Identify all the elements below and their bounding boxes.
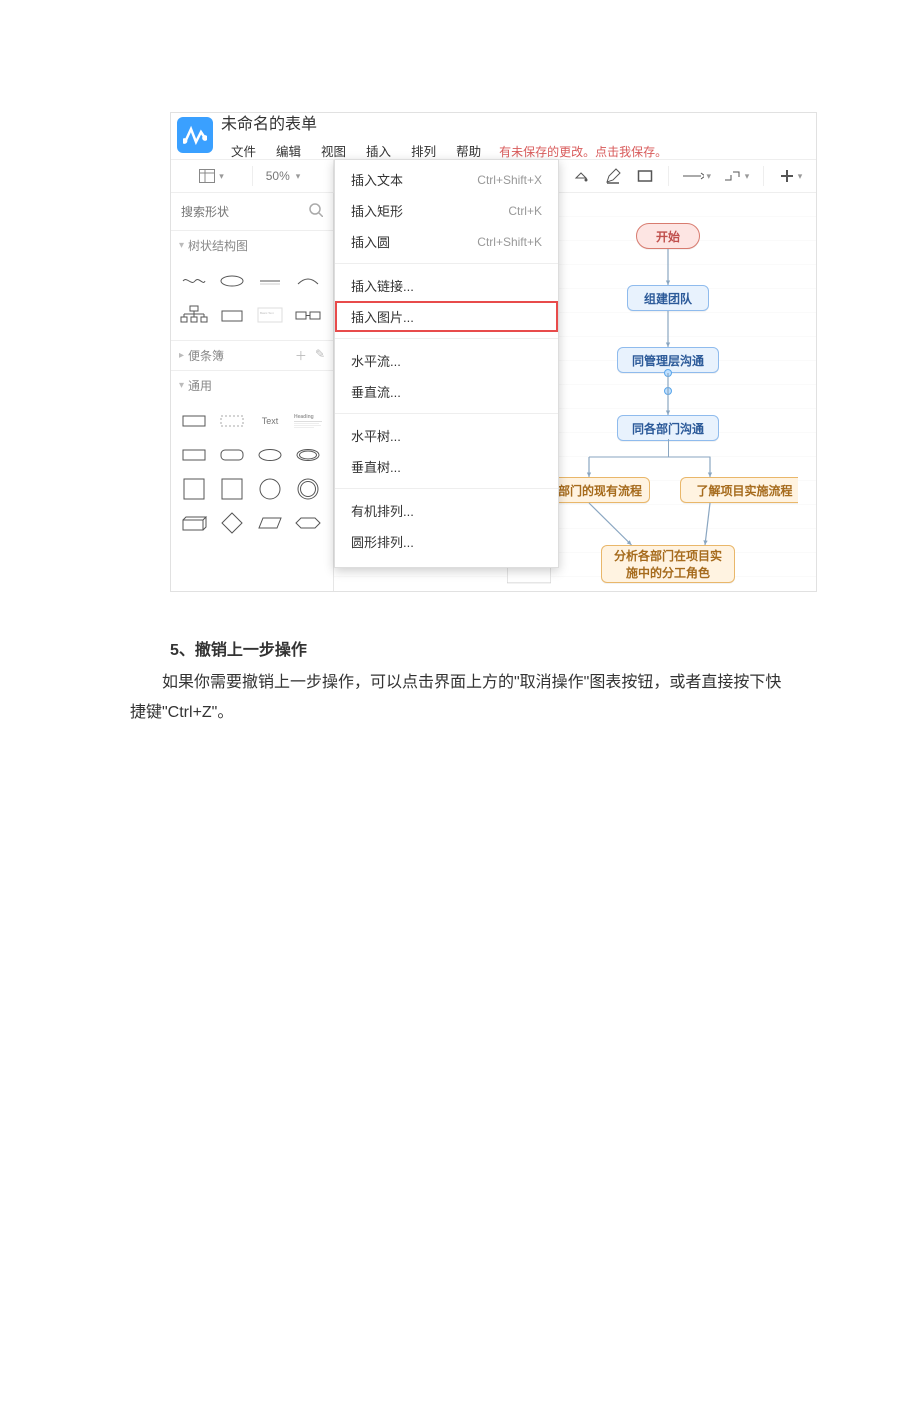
section-notepad-title: 便条簿 <box>188 347 224 364</box>
add-icon[interactable]: ▾ <box>776 165 806 187</box>
doc-heading: 5、撤销上一步操作 <box>170 636 790 660</box>
dd-item-label: 水平树... <box>351 426 401 445</box>
arrow-icon[interactable]: ▾ <box>681 165 711 187</box>
shape-text-label[interactable]: Text <box>251 404 289 438</box>
shape-parallel[interactable] <box>251 506 289 540</box>
dd-item-label: 插入文本 <box>351 170 403 189</box>
fill-icon[interactable] <box>570 165 592 187</box>
shape-rect2[interactable] <box>175 438 213 472</box>
flow-arrow <box>699 497 716 551</box>
shape-dash-rect[interactable] <box>213 404 251 438</box>
dd-item[interactable]: 插入圆 Ctrl+Shift+K <box>335 226 558 257</box>
shape-square2[interactable] <box>213 472 251 506</box>
app-logo <box>177 117 213 153</box>
section-tree-title: 树状结构图 <box>188 237 248 254</box>
section-general-title: 通用 <box>188 377 212 394</box>
flow-arrow <box>662 305 674 353</box>
pencil-icon[interactable]: ✎ <box>315 347 325 364</box>
search-icon <box>309 203 323 222</box>
section-notepad-header[interactable]: ▸便条簿 ＋✎ <box>171 341 333 370</box>
shape-search <box>171 193 333 231</box>
insert-dropdown: 插入文本 Ctrl+Shift+X 插入矩形 Ctrl+K 插入圆 Ctrl+Shift+… <box>334 159 559 568</box>
shape-oval[interactable] <box>213 264 251 298</box>
app-title[interactable]: 未命名的表单 <box>221 115 675 135</box>
dd-item-label: 水平流... <box>351 351 401 370</box>
flow-arrow <box>583 497 638 551</box>
dd-item[interactable]: 插入链接... <box>335 270 558 301</box>
dd-item[interactable]: 水平树... <box>335 420 558 451</box>
section-notepad: ▸便条簿 ＋✎ <box>171 341 333 371</box>
shape-text-box[interactable]: Basic Text <box>251 298 289 332</box>
zoom-value: 50% <box>266 169 290 183</box>
dd-item-label: 插入矩形 <box>351 201 403 220</box>
shape-square[interactable] <box>175 472 213 506</box>
shape-org[interactable] <box>175 298 213 332</box>
dd-item[interactable]: 有机排列... <box>335 495 558 526</box>
section-general-header[interactable]: ▾通用 <box>171 371 333 400</box>
flow-node-learn_proj[interactable]: 了解项目实施流程 <box>680 477 798 503</box>
dd-item-label: 圆形排列... <box>351 532 414 551</box>
zoom-control[interactable]: 50%▾ <box>253 160 313 192</box>
main-panel: ▾树状结构图 Basic Text ▸便条簿 ＋✎ <box>171 193 816 591</box>
shape-curve[interactable] <box>175 264 213 298</box>
dd-item-shortcut: Ctrl+Shift+K <box>477 235 542 249</box>
shape-diamond[interactable] <box>213 506 251 540</box>
shape-arc[interactable] <box>289 264 327 298</box>
flow-arrow <box>662 243 674 291</box>
dd-item-label: 有机排列... <box>351 501 414 520</box>
flip-icon[interactable]: ▾ <box>721 165 751 187</box>
shape-line-shadow[interactable] <box>251 264 289 298</box>
shape-ellipse-double[interactable] <box>289 438 327 472</box>
shape-circle[interactable] <box>251 472 289 506</box>
shape-pair[interactable] <box>289 298 327 332</box>
shape-circle-double[interactable] <box>289 472 327 506</box>
dd-item[interactable]: 垂直流... <box>335 376 558 407</box>
rect-icon[interactable] <box>634 165 656 187</box>
grid-layout-button[interactable]: ▾ <box>171 160 252 192</box>
dd-item-label: 垂直树... <box>351 457 401 476</box>
dd-item[interactable]: 水平流... <box>335 345 558 376</box>
dd-item[interactable]: 垂直树... <box>335 451 558 482</box>
diagram-app: 未命名的表单 文件 编辑 视图 插入 排列 帮助 有未保存的更改。点击我保存。 … <box>170 112 817 592</box>
section-general: ▾通用 Text Heading <box>171 371 333 548</box>
shape-heading[interactable]: Heading <box>289 404 327 438</box>
dd-item[interactable]: 插入矩形 Ctrl+K <box>335 195 558 226</box>
dd-item-label: 插入链接... <box>351 276 414 295</box>
section-tree: ▾树状结构图 Basic Text <box>171 231 333 341</box>
dd-item-label: 插入圆 <box>351 232 390 251</box>
shapes-sidebar: ▾树状结构图 Basic Text ▸便条簿 ＋✎ <box>171 193 334 591</box>
plus-icon[interactable]: ＋ <box>295 347 307 364</box>
toolbar-right: ▾ ▾ ▾ <box>570 160 806 192</box>
shape-ellipse2[interactable] <box>251 438 289 472</box>
dd-item-label: 插入图片... <box>351 307 414 326</box>
shape-rect-tiny[interactable] <box>213 298 251 332</box>
dd-item[interactable]: 圆形排列... <box>335 526 558 557</box>
edit-icon[interactable] <box>602 165 624 187</box>
dd-item-label: 垂直流... <box>351 382 401 401</box>
doc-paragraph: 如果你需要撤销上一步操作，可以点击界面上方的"取消操作"图表按钮，或者直接按下快… <box>130 668 790 729</box>
dd-item[interactable]: 插入图片... <box>335 301 558 332</box>
dd-item[interactable]: 插入文本 Ctrl+Shift+X <box>335 164 558 195</box>
section-tree-header[interactable]: ▾树状结构图 <box>171 231 333 260</box>
flow-arrow <box>662 367 674 421</box>
svg-text:Basic Text: Basic Text <box>260 311 274 315</box>
shape-solid-rect[interactable] <box>175 404 213 438</box>
dd-item-shortcut: Ctrl+K <box>508 204 542 218</box>
doc-caption-area: 5、撤销上一步操作 如果你需要撤销上一步操作，可以点击界面上方的"取消操作"图表… <box>170 612 790 729</box>
shape-roundrect[interactable] <box>213 438 251 472</box>
titlebar: 未命名的表单 文件 编辑 视图 插入 排列 帮助 有未保存的更改。点击我保存。 <box>171 113 816 159</box>
dd-item-shortcut: Ctrl+Shift+X <box>477 173 542 187</box>
shape-rect3d[interactable] <box>175 506 213 540</box>
toolbar-left: ▾ 50%▾ <box>171 160 334 192</box>
shape-hex[interactable] <box>289 506 327 540</box>
